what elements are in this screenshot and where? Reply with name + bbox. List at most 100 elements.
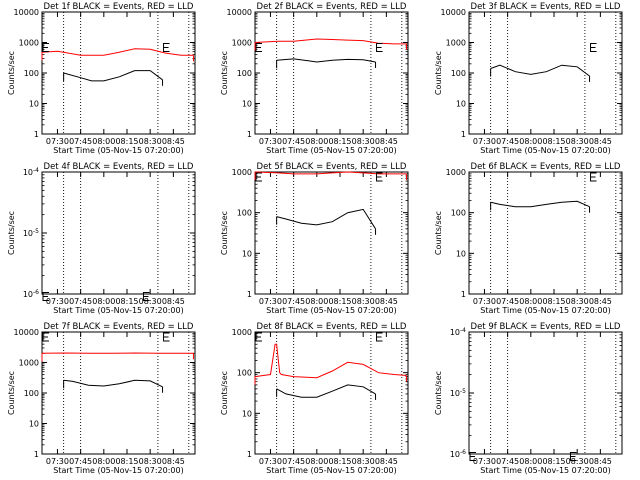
chart-title: Det 9f BLACK = Events, RED = LLD — [471, 322, 621, 332]
x-tick-label: 08:15 — [328, 137, 351, 146]
x-tick-label: 08:45 — [375, 457, 398, 466]
chart-panel: Det 2f BLACK = Events, RED = LLD 1 10 100 10… — [220, 2, 409, 155]
y-tick-label: 10-5 — [450, 388, 466, 398]
plot-frame — [468, 171, 623, 295]
x-tick-label: 08:45 — [589, 297, 612, 306]
x-axis-label: Start Time (05-Nov-15 07:20:00) — [480, 306, 610, 315]
x-tick-label: 08:00 — [92, 457, 115, 466]
y-tick-label: 10-4 — [450, 327, 466, 337]
y-axis-label: Counts/sec — [220, 211, 229, 255]
x-axis-label: Start Time (05-Nov-15 07:20:00) — [480, 146, 610, 155]
series-line — [254, 38, 407, 45]
x-tick-label: 08:00 — [519, 137, 542, 146]
x-tick-label: 07:30 — [259, 137, 282, 146]
x-axis-label: Start Time (05-Nov-15 07:20:00) — [266, 146, 396, 155]
x-tick-label: 08:30 — [566, 457, 589, 466]
y-tick-label: 10000 — [14, 328, 39, 337]
x-tick-label: 07:45 — [496, 457, 519, 466]
e-marker — [469, 451, 476, 461]
x-tick-label: 08:00 — [305, 297, 328, 306]
x-tick-label: 08:45 — [589, 137, 612, 146]
y-axis-label: Counts/sec — [220, 371, 229, 415]
series-line — [63, 70, 163, 82]
e-marker — [569, 451, 577, 461]
y-tick-label: 100 — [24, 389, 39, 398]
x-tick-label: 08:00 — [519, 297, 542, 306]
y-tick-label: 10000 — [227, 8, 252, 17]
y-tick-label: 100 — [24, 69, 39, 78]
chart-title: Det 3f BLACK = Events, RED = LLD — [471, 2, 621, 12]
x-tick-label: 07:30 — [473, 137, 496, 146]
series-line — [254, 171, 407, 175]
e-marker — [163, 332, 170, 342]
y-tick-label: 10 — [242, 249, 252, 258]
e-marker — [376, 172, 383, 182]
series-line — [490, 200, 590, 208]
x-tick-label: 07:30 — [473, 297, 496, 306]
e-marker — [42, 291, 49, 301]
e-marker — [42, 332, 49, 342]
chart-panel: Det 3f BLACK = Events, RED = LLD 1 10 100 10… — [434, 2, 623, 155]
x-tick-label: 07:45 — [282, 137, 305, 146]
y-axis-label: Counts/sec — [434, 211, 443, 255]
y-axis-label: Counts/sec — [220, 51, 229, 95]
x-tick-label: 08:00 — [519, 457, 542, 466]
plot-frame — [41, 331, 196, 455]
x-tick-label: 08:45 — [375, 137, 398, 146]
x-tick-label: 07:45 — [496, 297, 519, 306]
e-marker — [590, 43, 597, 52]
y-tick-label: 1000 — [232, 168, 252, 177]
e-marker — [42, 43, 49, 52]
y-tick-label: 1000 — [232, 39, 252, 48]
y-tick-label: 1 — [34, 450, 39, 459]
x-tick-label: 08:00 — [305, 457, 328, 466]
series-line — [490, 64, 590, 77]
chart-panel: Det 1f BLACK = Events, RED = LLD 1 10 100 10… — [7, 2, 196, 155]
y-tick-label: 10-4 — [23, 167, 39, 177]
y-tick-label: 1 — [461, 290, 466, 299]
y-tick-label: 100 — [451, 209, 466, 218]
chart-title: Det 1f BLACK = Events, RED = LLD — [44, 2, 194, 12]
y-axis-label: Counts/sec — [434, 371, 443, 415]
x-tick-label: 08:45 — [589, 457, 612, 466]
y-tick-label: 1 — [461, 130, 466, 139]
chart-panel: Det 7f BLACK = Events, RED = LLD 1 10 100 10… — [7, 322, 196, 475]
x-tick-label: 08:30 — [352, 457, 375, 466]
y-tick-label: 10 — [456, 100, 466, 109]
y-axis-label: Counts/sec — [7, 371, 16, 415]
x-tick-label: 08:45 — [162, 297, 185, 306]
y-tick-label: 1 — [247, 130, 252, 139]
x-axis-label: Start Time (05-Nov-15 07:20:00) — [266, 466, 396, 475]
e-marker — [255, 43, 262, 52]
x-tick-label: 08:15 — [542, 457, 565, 466]
x-tick-label: 08:15 — [115, 297, 138, 306]
x-axis-label: Start Time (05-Nov-15 07:20:00) — [266, 306, 396, 315]
y-tick-label: 10000 — [14, 8, 39, 17]
chart-panel: Det 9f BLACK = Events, RED = LLD 10-6 10-5… — [434, 322, 623, 475]
e-marker — [255, 172, 262, 182]
x-tick-label: 08:30 — [352, 297, 375, 306]
x-tick-label: 08:15 — [328, 297, 351, 306]
x-tick-label: 08:00 — [92, 137, 115, 146]
e-marker — [376, 332, 383, 342]
y-tick-label: 1000 — [446, 168, 466, 177]
y-axis-label: Counts/sec — [434, 51, 443, 95]
plot-frame — [468, 331, 623, 455]
y-tick-label: 1000 — [19, 39, 39, 48]
y-tick-label: 10 — [29, 420, 39, 429]
series-line — [276, 384, 376, 398]
plot-frame — [468, 11, 623, 135]
y-tick-label: 10 — [242, 409, 252, 418]
chart-title: Det 7f BLACK = Events, RED = LLD — [44, 322, 194, 332]
y-tick-label: 100 — [451, 69, 466, 78]
plot-frame — [254, 331, 409, 455]
e-marker — [376, 43, 383, 52]
chart-title: Det 8f BLACK = Events, RED = LLD — [257, 322, 407, 332]
series-line — [63, 379, 163, 388]
plot-frame — [254, 171, 409, 295]
chart-title: Det 5f BLACK = Events, RED = LLD — [257, 162, 407, 172]
y-tick-label: 10 — [456, 249, 466, 258]
x-tick-label: 07:30 — [46, 297, 69, 306]
y-axis-label: Counts/sec — [7, 211, 16, 255]
